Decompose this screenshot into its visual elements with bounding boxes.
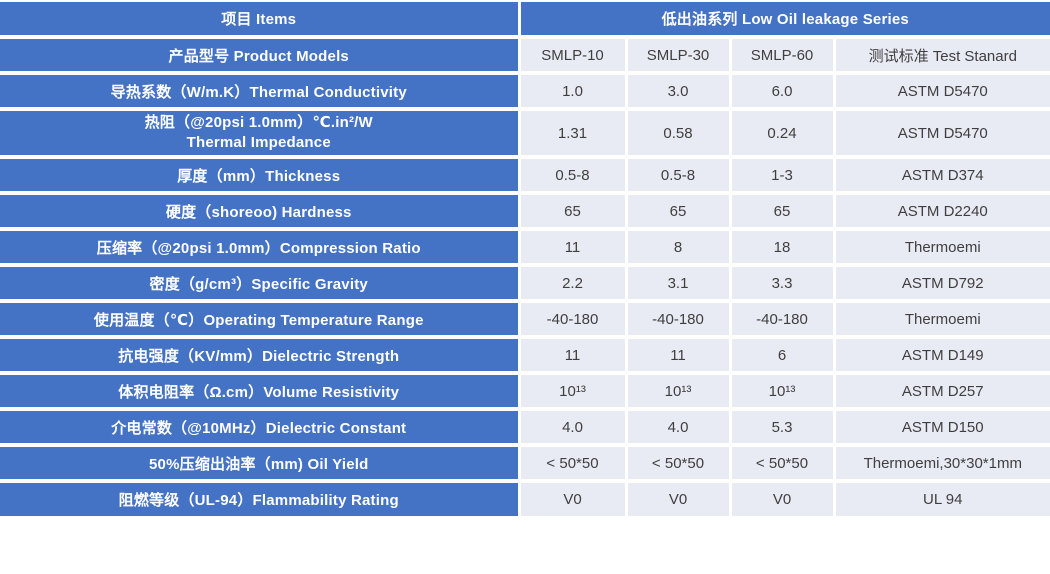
row-label-line-2: Thermal Impedance — [186, 134, 331, 151]
value-cell: < 50*50 — [624, 443, 730, 481]
row-label-cell: 硬度（shoreoo) Hardness — [0, 191, 519, 229]
test-standard-cell: Thermoemi — [832, 227, 1050, 265]
value-cell: 8 — [624, 227, 730, 265]
value-cell: 0.24 — [728, 107, 834, 157]
table-row-dielectric-constant: 介电常数（@10MHz）Dielectric Constant 4.0 4.0 … — [0, 407, 1050, 445]
table-row-hardness: 硬度（shoreoo) Hardness 65 65 65 ASTM D2240 — [0, 191, 1050, 229]
value-cell: 10¹³ — [728, 371, 834, 409]
row-label-cell: 导热系数（W/m.K）Thermal Conductivity — [0, 71, 519, 109]
test-standard-header-cell: 测试标准 Test Stanard — [832, 35, 1050, 73]
table-row-dielectric-strength: 抗电强度（KV/mm）Dielectric Strength 11 11 6 A… — [0, 335, 1050, 373]
row-label-cell: 热阻（@20psi 1.0mm）℃.in²/W Thermal Impedanc… — [0, 107, 519, 157]
table-row-specific-gravity: 密度（g/cm³）Specific Gravity 2.2 3.1 3.3 AS… — [0, 263, 1050, 301]
value-cell: 1-3 — [728, 155, 834, 193]
value-cell: 11 — [517, 335, 626, 373]
value-cell: 1.31 — [517, 107, 626, 157]
value-cell: -40-180 — [624, 299, 730, 337]
table-row-thickness: 厚度（mm）Thickness 0.5-8 0.5-8 1-3 ASTM D37… — [0, 155, 1050, 193]
test-standard-cell: ASTM D149 — [832, 335, 1050, 373]
value-cell: 3.0 — [624, 71, 730, 109]
product-models-row: 产品型号 Product Models SMLP-10 SMLP-30 SMLP… — [0, 35, 1050, 73]
test-standard-cell: ASTM D374 — [832, 155, 1050, 193]
row-label-cell: 介电常数（@10MHz）Dielectric Constant — [0, 407, 519, 445]
model-cell-smlp-60: SMLP-60 — [728, 35, 834, 73]
table-row-thermal-conductivity: 导热系数（W/m.K）Thermal Conductivity 1.0 3.0 … — [0, 71, 1050, 109]
value-cell: 10¹³ — [624, 371, 730, 409]
value-cell: 6.0 — [728, 71, 834, 109]
row-label-cell: 使用温度（℃）Operating Temperature Range — [0, 299, 519, 337]
value-cell: -40-180 — [728, 299, 834, 337]
test-standard-cell: ASTM D2240 — [832, 191, 1050, 229]
value-cell: 1.0 — [517, 71, 626, 109]
test-standard-cell: ASTM D792 — [832, 263, 1050, 301]
row-label-cell: 压缩率（@20psi 1.0mm）Compression Ratio — [0, 227, 519, 265]
table-row-thermal-impedance: 热阻（@20psi 1.0mm）℃.in²/W Thermal Impedanc… — [0, 107, 1050, 157]
test-standard-cell: Thermoemi,30*30*1mm — [832, 443, 1050, 481]
value-cell: 5.3 — [728, 407, 834, 445]
value-cell: V0 — [728, 479, 834, 517]
value-cell: 65 — [624, 191, 730, 229]
row-label-cell: 50%压缩出油率（mm) Oil Yield — [0, 443, 519, 481]
table-row-compression-ratio: 压缩率（@20psi 1.0mm）Compression Ratio 11 8 … — [0, 227, 1050, 265]
value-cell: V0 — [517, 479, 626, 517]
test-standard-cell: Thermoemi — [832, 299, 1050, 337]
value-cell: 10¹³ — [517, 371, 626, 409]
table-row-volume-resistivity: 体积电阻率（Ω.cm）Volume Resistivity 10¹³ 10¹³ … — [0, 371, 1050, 409]
model-cell-smlp-10: SMLP-10 — [517, 35, 626, 73]
value-cell: 3.3 — [728, 263, 834, 301]
value-cell: -40-180 — [517, 299, 626, 337]
value-cell: 6 — [728, 335, 834, 373]
test-standard-cell: ASTM D150 — [832, 407, 1050, 445]
test-standard-cell: ASTM D257 — [832, 371, 1050, 409]
items-header-cell: 项目 Items — [0, 1, 519, 37]
value-cell: 4.0 — [517, 407, 626, 445]
value-cell: 2.2 — [517, 263, 626, 301]
test-standard-cell: ASTM D5470 — [832, 71, 1050, 109]
table-row-operating-temperature: 使用温度（℃）Operating Temperature Range -40-1… — [0, 299, 1050, 337]
value-cell: 11 — [517, 227, 626, 265]
value-cell: 0.5-8 — [624, 155, 730, 193]
row-label-cell: 产品型号 Product Models — [0, 35, 519, 73]
value-cell: 65 — [517, 191, 626, 229]
spec-table: 项目 Items 低出油系列 Low Oil leakage Series 产品… — [0, 0, 1050, 519]
value-cell: 11 — [624, 335, 730, 373]
row-label-cell: 抗电强度（KV/mm）Dielectric Strength — [0, 335, 519, 373]
value-cell: 0.58 — [624, 107, 730, 157]
series-header-cell: 低出油系列 Low Oil leakage Series — [517, 1, 1050, 37]
table-row-flammability-rating: 阻燃等级（UL-94）Flammability Rating V0 V0 V0 … — [0, 479, 1050, 517]
table-row-oil-yield: 50%压缩出油率（mm) Oil Yield < 50*50 < 50*50 <… — [0, 443, 1050, 481]
value-cell: 65 — [728, 191, 834, 229]
value-cell: V0 — [624, 479, 730, 517]
row-label-cell: 密度（g/cm³）Specific Gravity — [0, 263, 519, 301]
test-standard-cell: ASTM D5470 — [832, 107, 1050, 157]
value-cell: 18 — [728, 227, 834, 265]
value-cell: 3.1 — [624, 263, 730, 301]
row-label-cell: 体积电阻率（Ω.cm）Volume Resistivity — [0, 371, 519, 409]
value-cell: 4.0 — [624, 407, 730, 445]
value-cell: < 50*50 — [517, 443, 626, 481]
row-label-line-1: 热阻（@20psi 1.0mm）℃.in²/W — [144, 113, 373, 131]
row-label-cell: 阻燃等级（UL-94）Flammability Rating — [0, 479, 519, 517]
model-cell-smlp-30: SMLP-30 — [624, 35, 730, 73]
row-label-cell: 厚度（mm）Thickness — [0, 155, 519, 193]
value-cell: < 50*50 — [728, 443, 834, 481]
test-standard-cell: UL 94 — [832, 479, 1050, 517]
table-header-row: 项目 Items 低出油系列 Low Oil leakage Series — [0, 1, 1050, 37]
value-cell: 0.5-8 — [517, 155, 626, 193]
